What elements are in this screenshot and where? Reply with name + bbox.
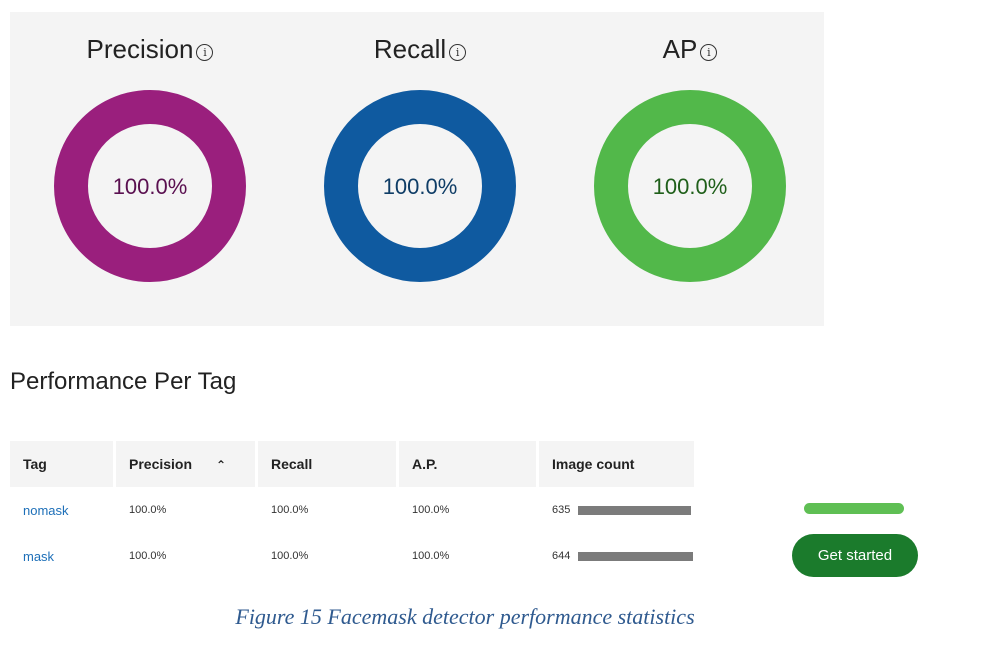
ap-cell: 100.0% [412,550,450,562]
tag-link-mask[interactable]: mask [23,548,55,564]
image-count-bar [578,505,692,515]
donut-value: 100.0% [113,174,188,199]
column-header-ap[interactable]: A.P. [399,441,539,487]
table-row: nomask 100.0% 100.0% 100.0% 635 [10,487,694,533]
metric-title: AP i [580,34,800,65]
ap-donut: 100.0% [594,90,786,282]
metric-title-text: Recall [373,34,447,64]
info-icon[interactable]: i [196,44,214,61]
recall-metric: Recall i 100.0% [310,12,530,326]
tag-performance-table: Tag Precision ⌃ Recall A.P. Image count n… [10,441,694,579]
donut-arc [324,90,516,282]
metric-title: Recall i [310,34,530,65]
image-count-value: 644 [552,550,571,562]
image-count-cell: 644 [539,533,694,579]
ap-metric: AP i 100.0% [580,12,800,326]
donut-arc [54,90,246,282]
metric-title: Precision i [40,34,260,65]
ap-cell: 100.0% [412,504,450,516]
precision-donut: 100.0% [54,90,246,282]
column-header-label: Precision [129,456,193,472]
image-count-value: 635 [552,504,571,516]
image-count-bar [578,551,694,561]
donut-arc [594,90,786,282]
tag-link-nomask[interactable]: nomask [23,502,69,518]
precision-cell: 100.0% [129,504,167,516]
info-icon[interactable]: i [700,44,718,61]
column-header-label: Image count [552,456,635,472]
column-header-label: A.P. [412,456,438,472]
donut-value: 100.0% [383,174,458,199]
metric-title-text: Precision [86,34,194,64]
column-header-precision[interactable]: Precision ⌃ [116,441,258,487]
image-count-cell: 635 [539,487,694,533]
recall-cell: 100.0% [271,550,309,562]
get-started-button[interactable]: Get started [792,534,918,577]
donut-value: 100.0% [653,174,728,199]
table-header-row: Tag Precision ⌃ Recall A.P. Image count [10,441,694,487]
column-header-label: Recall [271,456,313,472]
recall-cell: 100.0% [271,504,309,516]
column-header-tag[interactable]: Tag [10,441,116,487]
figure-caption: Figure 15 Facemask detector performance … [235,604,695,629]
section-title: Performance Per Tag [10,368,237,395]
table-row: mask 100.0% 100.0% 100.0% 644 [10,533,694,579]
info-icon[interactable]: i [449,44,467,61]
recall-donut: 100.0% [324,90,516,282]
precision-cell: 100.0% [129,550,167,562]
precision-metric: Precision i 100.0% [40,12,260,326]
metric-title-text: AP [662,34,698,64]
column-header-recall[interactable]: Recall [258,441,399,487]
progress-bar [804,503,904,514]
column-header-image-count[interactable]: Image count [539,441,694,487]
column-header-label: Tag [23,456,47,472]
metrics-panel: Precision i 100.0% Recall i 100.0% AP i 100… [10,12,824,326]
chevron-up-icon[interactable]: ⌃ [216,458,227,472]
